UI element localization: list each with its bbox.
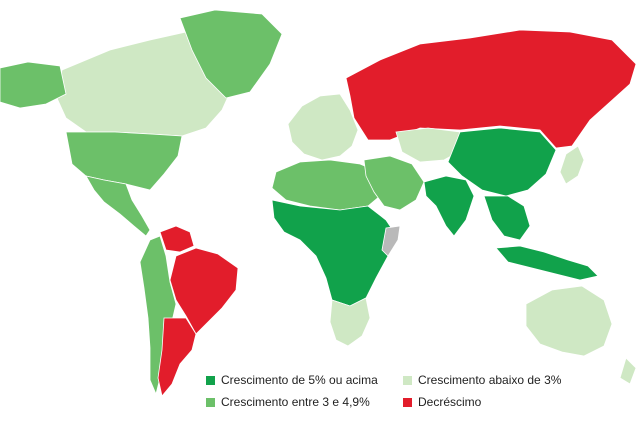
- legend-label: Crescimento entre 3 e 4,9%: [221, 395, 370, 409]
- region-russia: [345, 29, 637, 149]
- region-western-europe: [287, 93, 359, 161]
- region-middle-east: [363, 155, 425, 211]
- region-southern-africa: [329, 297, 371, 347]
- legend-item-low-growth: Crescimento abaixo de 3%: [403, 372, 561, 388]
- legend-label: Decréscimo: [418, 395, 482, 409]
- region-northern-africa: [271, 159, 385, 211]
- region-india: [423, 175, 475, 237]
- region-china: [447, 127, 557, 197]
- region-united-states: [65, 131, 183, 191]
- region-somalia: [381, 225, 401, 257]
- legend-item-medium-growth: Crescimento entre 3 e 4,9%: [206, 394, 370, 410]
- region-greenland: [179, 9, 283, 99]
- legend-swatch: [206, 397, 215, 407]
- legend-label: Crescimento de 5% ou acima: [221, 373, 378, 387]
- region-australia: [525, 285, 613, 357]
- legend-swatch: [403, 375, 412, 385]
- legend-swatch: [403, 397, 412, 407]
- region-mexico-central-america: [85, 175, 151, 237]
- region-southeast-asia: [483, 195, 531, 241]
- legend-item-decline: Decréscimo: [403, 394, 481, 410]
- region-venezuela: [159, 225, 195, 253]
- map-legend: Crescimento de 5% ou acima Crescimento e…: [206, 372, 626, 416]
- region-alaska: [0, 61, 67, 109]
- region-argentina: [157, 317, 197, 397]
- legend-label: Crescimento abaixo de 3%: [418, 373, 562, 387]
- region-brazil: [169, 247, 239, 335]
- region-sub-saharan-africa: [271, 199, 399, 307]
- region-new-zealand: [619, 357, 637, 385]
- legend-swatch: [206, 375, 215, 385]
- legend-item-strong-growth: Crescimento de 5% ou acima: [206, 372, 378, 388]
- region-indonesia: [495, 245, 599, 281]
- region-japan: [559, 145, 585, 185]
